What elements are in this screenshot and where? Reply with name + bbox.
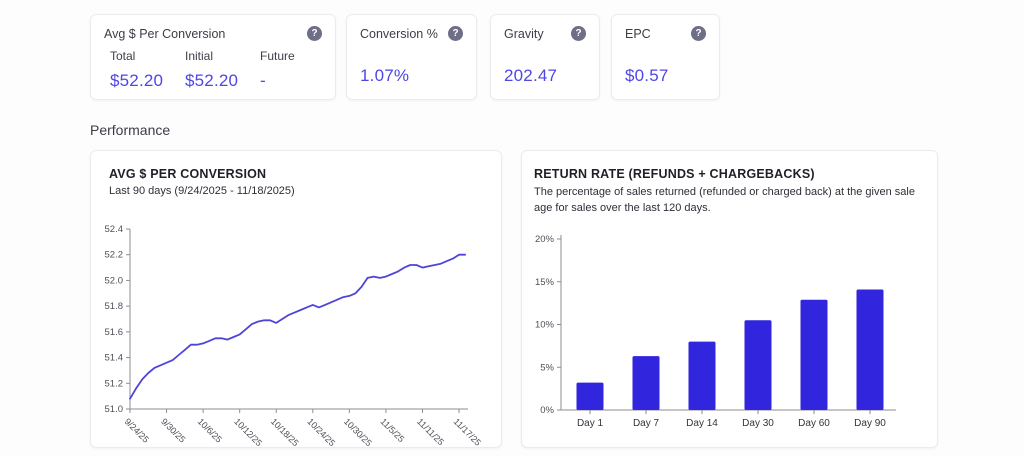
svg-text:52.4: 52.4 [105, 224, 124, 235]
svg-text:10/24/25: 10/24/25 [305, 416, 337, 448]
return-rate-chart-card: RETURN RATE (REFUNDS + CHARGEBACKS) The … [521, 150, 938, 448]
svg-text:11/17/25: 11/17/25 [452, 416, 483, 447]
svg-text:10/30/25: 10/30/25 [342, 416, 374, 448]
svg-text:Day 14: Day 14 [686, 418, 718, 429]
svg-text:10%: 10% [535, 320, 555, 331]
stat-col-total: Total $52.20 [110, 49, 185, 91]
stat-value: 202.47 [504, 66, 558, 85]
stat-card-header: Gravity ? [491, 15, 599, 41]
help-icon[interactable]: ? [307, 26, 322, 41]
svg-text:15%: 15% [535, 277, 555, 288]
stat-col-value: $52.20 [185, 71, 239, 90]
help-icon[interactable]: ? [571, 26, 586, 41]
chart-title: AVG $ PER CONVERSION [109, 167, 267, 181]
svg-text:Day 1: Day 1 [577, 418, 604, 429]
chart-subtitle: Last 90 days (9/24/2025 - 11/18/2025) [109, 185, 295, 197]
svg-text:5%: 5% [540, 362, 554, 373]
stat-title: Conversion % [360, 26, 438, 41]
svg-text:52.0: 52.0 [105, 275, 124, 286]
svg-text:10/18/25: 10/18/25 [269, 416, 301, 448]
svg-text:51.8: 51.8 [105, 301, 124, 312]
stat-card-avg-per-conversion: Avg $ Per Conversion ? Total $52.20 Init… [90, 14, 336, 100]
stat-title: Avg $ Per Conversion [104, 26, 226, 41]
stat-columns: Total $52.20 Initial $52.20 Future - [91, 49, 335, 91]
stat-col-value: - [260, 71, 266, 90]
stat-card-conversion-pct: Conversion % ? 1.07% [346, 14, 477, 100]
stat-card-header: Conversion % ? [347, 15, 476, 41]
stat-col-label: Future [260, 49, 295, 63]
stat-col-initial: Initial $52.20 [185, 49, 260, 91]
chart-title: RETURN RATE (REFUNDS + CHARGEBACKS) [534, 167, 815, 181]
stat-title: Gravity [504, 26, 544, 41]
help-icon[interactable]: ? [448, 26, 463, 41]
svg-text:20%: 20% [535, 234, 555, 245]
stat-card-header: EPC ? [612, 15, 719, 41]
chart-description: The percentage of sales returned (refund… [534, 186, 915, 214]
svg-text:0%: 0% [540, 405, 554, 416]
stat-card-header: Avg $ Per Conversion ? [91, 15, 335, 41]
return-rate-bar-chart: 0% 5% 10% 15% 20% Day 1 Day 7 Day 14 Day 30 Day 6… [535, 234, 896, 429]
stat-col-label: Total [110, 49, 136, 63]
stat-col-value: $52.20 [110, 71, 164, 90]
svg-text:52.2: 52.2 [105, 250, 124, 261]
svg-text:51.0: 51.0 [105, 404, 124, 415]
stat-card-gravity: Gravity ? 202.47 [490, 14, 600, 100]
stat-value: 1.07% [360, 66, 410, 85]
svg-text:11/11/25: 11/11/25 [415, 416, 446, 447]
avg-conversion-line-chart: 51.0 51.2 51.4 51.6 51.8 52.0 52.2 52.4 9/24/25 9… [105, 224, 484, 448]
svg-text:9/24/25: 9/24/25 [123, 416, 151, 444]
stat-card-epc: EPC ? $0.57 [611, 14, 720, 100]
stat-value: $0.57 [625, 66, 669, 85]
svg-text:Day 7: Day 7 [633, 418, 660, 429]
avg-conversion-chart-card: AVG $ PER CONVERSION Last 90 days (9/24/… [90, 150, 502, 448]
svg-text:51.6: 51.6 [105, 327, 124, 338]
svg-text:10/6/25: 10/6/25 [196, 416, 224, 444]
svg-text:11/5/25: 11/5/25 [379, 416, 407, 444]
svg-text:51.4: 51.4 [105, 353, 124, 364]
svg-text:Day 60: Day 60 [798, 418, 830, 429]
stat-col-label: Initial [185, 49, 214, 63]
svg-text:Day 90: Day 90 [854, 418, 886, 429]
svg-text:10/12/25: 10/12/25 [232, 416, 264, 448]
svg-text:Day 30: Day 30 [742, 418, 774, 429]
stat-title: EPC [625, 26, 651, 41]
svg-text:51.2: 51.2 [105, 378, 124, 389]
stat-col-future: Future - [260, 49, 335, 91]
help-icon[interactable]: ? [691, 26, 706, 41]
performance-heading: Performance [90, 122, 171, 138]
svg-text:9/30/25: 9/30/25 [159, 416, 187, 444]
